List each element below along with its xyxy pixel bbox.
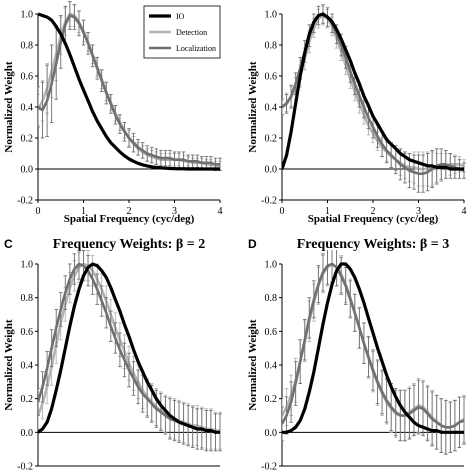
y-tick-label: 0.6	[265, 72, 278, 83]
y-tick-label: 0.4	[21, 361, 34, 372]
y-tick-label: 0.4	[265, 361, 278, 372]
y-tick-label: 0.6	[21, 327, 34, 338]
panel-2: -0.2 0.0 0.2 0.4 0.6 0.8 1.0 0 1 2 3 4 Spatial Frequ…	[247, 4, 467, 225]
y-tick-label: 0.8	[265, 293, 278, 304]
y-tick-label: -0.2	[17, 462, 33, 473]
io-series-line	[282, 262, 464, 434]
y-tick-label: 1.0	[21, 260, 34, 271]
x-tick-label: 0	[280, 206, 285, 217]
panel-title: Frequency Weights: β = 2	[53, 237, 206, 252]
y-tick-label: 0.0	[21, 428, 34, 439]
y-tick-label: 0.2	[21, 134, 34, 145]
legend-label: Detection	[176, 28, 207, 37]
y-tick-label: 0.8	[265, 41, 278, 52]
x-tick-label: 4	[462, 206, 467, 217]
y-tick-label: 1.0	[265, 10, 278, 21]
x-tick-label: 3	[416, 206, 421, 217]
y-tick-label: 0.0	[265, 428, 278, 439]
y-axis-label: Normalized Weight	[247, 319, 259, 410]
y-tick-label: -0.2	[261, 196, 277, 207]
y-tick-label: -0.2	[17, 196, 33, 207]
panel-4: D Frequency Weights: β = 3 -0.2 0.0 0.2 0.4 0.…	[247, 237, 466, 473]
legend-label: Localization	[176, 44, 216, 53]
x-tick-label: 2	[371, 206, 376, 217]
y-tick-label: 0.4	[265, 103, 278, 114]
y-tick-label: 0.2	[265, 394, 278, 405]
y-tick-label: 0.6	[21, 72, 34, 83]
y-tick-label: 0.0	[265, 165, 278, 176]
io-series-line	[38, 262, 220, 434]
y-tick-label: 0.0	[21, 165, 34, 176]
x-tick-label: 1	[325, 206, 330, 217]
panel-title: Frequency Weights: β = 3	[297, 237, 450, 252]
y-tick-label: 1.0	[21, 10, 34, 21]
panel-1: -0.2 0.0 0.2 0.4 0.6 0.8 1.0 0 1 2 3 4 Spatial Frequ…	[3, 1, 223, 225]
y-tick-label: 1.0	[265, 260, 278, 271]
plot-area	[282, 250, 466, 455]
localization-series-line	[38, 14, 220, 166]
plot-area	[38, 1, 222, 172]
y-axis-label: Normalized Weight	[247, 61, 259, 152]
panel-letter: D	[248, 237, 257, 251]
x-axis-label: Spatial Frequency (cyc/deg)	[308, 213, 439, 225]
io-series-line	[38, 12, 220, 171]
plot-area	[38, 250, 222, 452]
y-tick-label: 0.6	[265, 327, 278, 338]
localization-series-line	[282, 262, 465, 429]
y-tick-label: 0.8	[21, 41, 34, 52]
x-tick-label: 3	[172, 206, 177, 217]
y-axis-label: Normalized Weight	[3, 319, 15, 410]
y-tick-label: -0.2	[261, 462, 277, 473]
legend: IO Detection Localization	[143, 5, 221, 59]
panel-3: C Frequency Weights: β = 2 -0.2 0.0 0.2 0.4 0.…	[3, 237, 222, 473]
panel-letter: C	[4, 237, 13, 251]
plot-area	[282, 4, 466, 193]
io-series-line	[282, 12, 464, 171]
x-tick-label: 0	[36, 206, 41, 217]
x-axis-label: Spatial Frequency (cyc/deg)	[64, 213, 195, 225]
y-tick-label: 0.2	[21, 394, 34, 405]
legend-label: IO	[176, 12, 185, 21]
y-tick-label: 0.4	[21, 103, 34, 114]
y-axis-label: Normalized Weight	[3, 61, 15, 152]
y-tick-label: 0.2	[265, 134, 278, 145]
x-tick-label: 4	[218, 206, 223, 217]
x-tick-label: 2	[127, 206, 132, 217]
x-tick-label: 1	[81, 206, 86, 217]
y-tick-label: 0.8	[21, 293, 34, 304]
